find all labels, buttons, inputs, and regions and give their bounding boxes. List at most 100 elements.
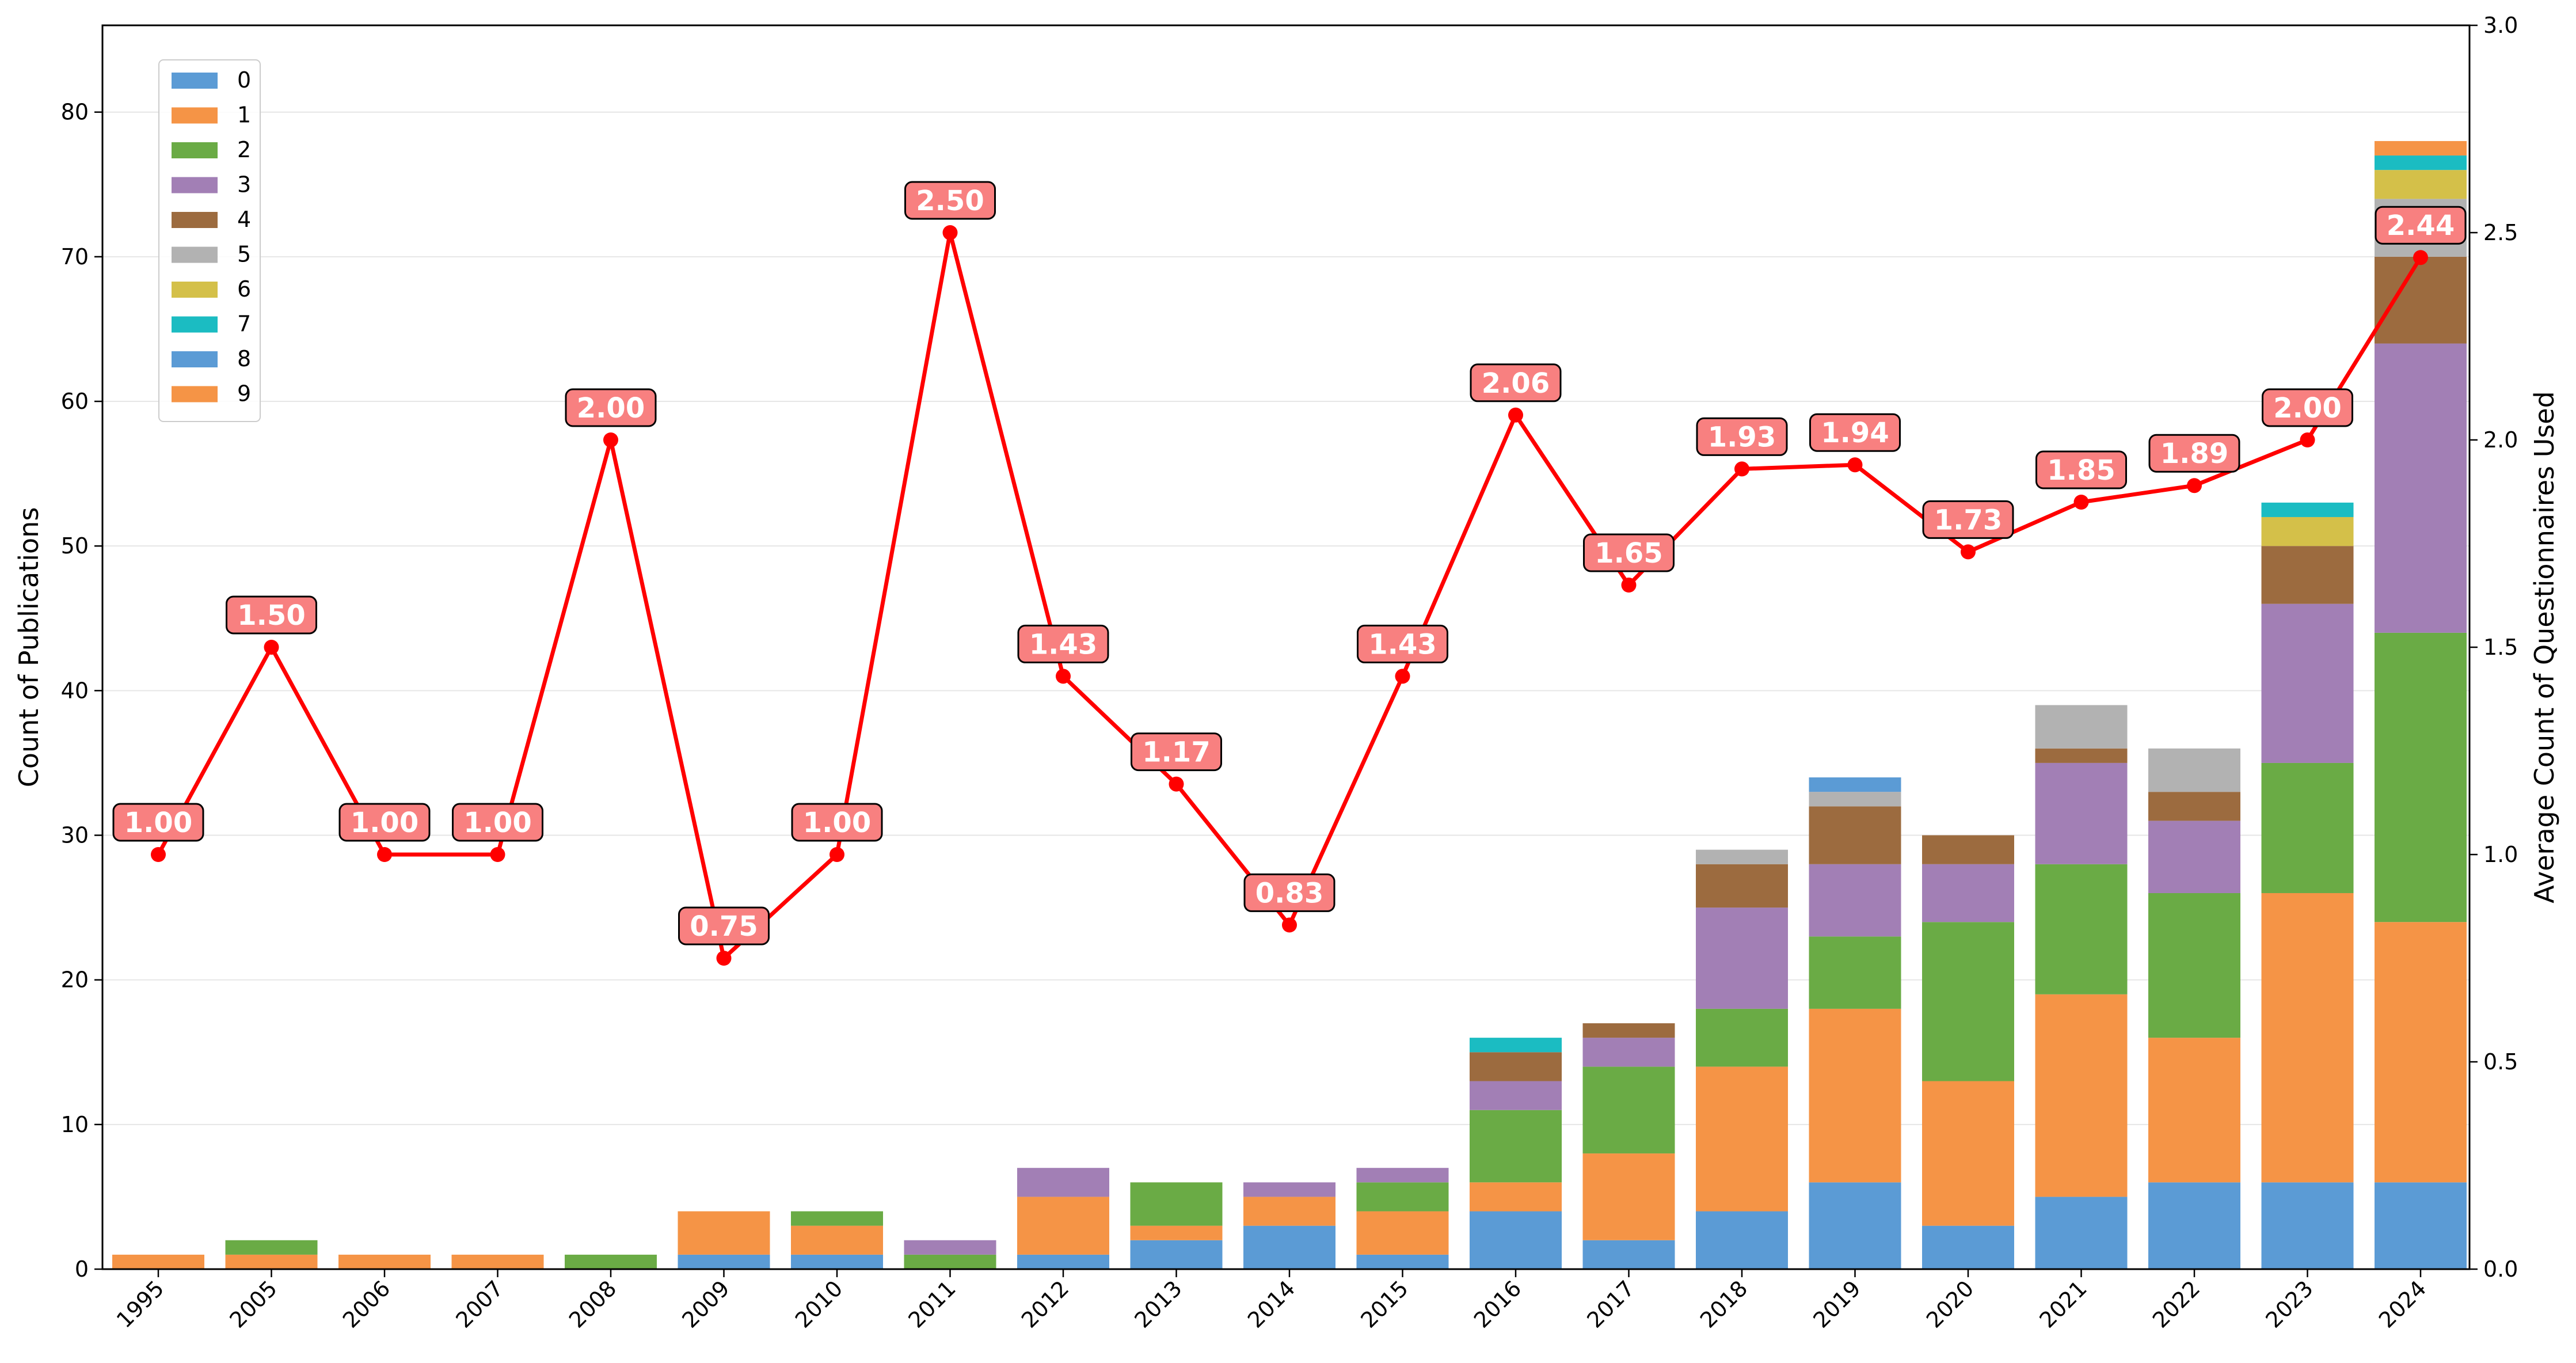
y-tick-label: 10 — [61, 1112, 89, 1137]
label-box — [1017, 624, 1109, 663]
average-data-label: 2.44 — [2375, 206, 2467, 245]
label-text: 0.75 — [690, 910, 758, 943]
label-text: 1.43 — [1029, 628, 1097, 660]
legend-swatch — [172, 316, 218, 333]
label-box — [2148, 434, 2240, 473]
bar-segment — [1017, 1197, 1109, 1255]
bar-segment — [2261, 546, 2354, 604]
average-point — [716, 951, 732, 966]
bar-segment — [1809, 777, 1901, 792]
legend-item: 2 — [172, 137, 251, 162]
legend-label: 1 — [237, 102, 251, 128]
label-box — [1809, 413, 1901, 452]
bar-segment — [1809, 806, 1901, 864]
label-box — [2262, 388, 2353, 427]
label-text: 1.00 — [803, 807, 871, 839]
bar-segment — [1922, 1081, 2014, 1226]
bar-segment — [451, 1254, 544, 1269]
legend-swatch — [172, 282, 218, 298]
legend-label: 6 — [237, 276, 251, 302]
legend-item: 1 — [172, 102, 251, 128]
bar-segment — [1696, 1211, 1788, 1269]
legend-swatch — [172, 142, 218, 158]
bar-segment — [1470, 1110, 1562, 1183]
label-box — [226, 595, 317, 635]
y-tick-label: 0 — [75, 1256, 89, 1282]
legend-label: 8 — [237, 346, 251, 371]
average-point — [603, 432, 618, 447]
average-data-label: 1.00 — [338, 803, 431, 842]
average-point — [1508, 407, 1523, 423]
average-point — [1169, 776, 1184, 792]
average-point — [942, 225, 958, 240]
y2-tick-label: 1.5 — [2483, 635, 2518, 660]
y-tick-label: 30 — [61, 823, 89, 848]
legend-item: 4 — [172, 207, 251, 232]
bar-segment — [225, 1254, 318, 1269]
bar-segment — [1809, 1182, 1901, 1269]
bar-segment — [2375, 170, 2467, 199]
y2-tick-label: 3.0 — [2483, 13, 2518, 38]
bar-segment — [791, 1211, 883, 1226]
legend-swatch — [172, 386, 218, 403]
label-box — [112, 803, 204, 842]
bar-segment — [1017, 1168, 1109, 1197]
bar-segment — [1696, 864, 1788, 908]
average-line — [151, 225, 2428, 966]
label-text: 1.65 — [1595, 537, 1662, 570]
label-box — [1131, 732, 1222, 772]
bar-segment — [1922, 922, 2014, 1081]
bar-segment — [2375, 155, 2467, 170]
average-point — [490, 847, 505, 862]
label-box — [1922, 500, 2014, 539]
y-tick-label: 70 — [61, 244, 89, 269]
bar-segment — [2035, 705, 2128, 749]
label-text: 1.73 — [1934, 504, 2002, 536]
bar-segment — [112, 1254, 204, 1269]
bar-segment — [2261, 517, 2354, 546]
bar-segment — [2261, 1182, 2354, 1269]
average-labels: 1.00 1.50 1.00 1.00 2.00 0.75 1.00 2.50 1.43 1.17… — [112, 181, 2467, 946]
bar-segment — [1582, 1153, 1675, 1240]
label-text: 2.00 — [2273, 392, 2341, 424]
legend-swatch — [172, 177, 218, 193]
label-text: 1.00 — [351, 807, 418, 839]
average-point — [1734, 461, 1749, 477]
average-data-label: 1.65 — [1583, 533, 1675, 572]
bar-segment — [1582, 1038, 1675, 1067]
legend-swatch — [172, 107, 218, 124]
label-text: 1.43 — [1368, 628, 1436, 660]
bar-segment — [2375, 343, 2467, 633]
label-text: 1.17 — [1142, 736, 1210, 769]
average-point — [377, 847, 392, 862]
y-tick-label: 80 — [61, 100, 89, 125]
bar-segment — [2375, 632, 2467, 922]
y2-tick-label: 0.5 — [2483, 1049, 2518, 1075]
average-data-label: 0.83 — [1243, 873, 1335, 912]
label-box — [678, 906, 770, 946]
y2-tick-label: 0.0 — [2483, 1256, 2518, 1282]
legend-swatch — [172, 246, 218, 263]
bar-segment — [1809, 1008, 1901, 1183]
bar-segment — [1356, 1254, 1449, 1269]
legend-label: 4 — [237, 207, 251, 232]
label-box — [452, 803, 543, 842]
bar-segment — [1356, 1182, 1449, 1212]
bar-segment — [1809, 792, 1901, 807]
bar-segment — [2035, 994, 2128, 1197]
bar-segment — [565, 1254, 657, 1269]
bar-segment — [2035, 748, 2128, 763]
legend-item: 7 — [172, 312, 251, 337]
average-point — [1056, 669, 1071, 684]
bar-segment — [1470, 1038, 1562, 1053]
bar-segment — [1696, 1066, 1788, 1212]
average-data-label: 2.00 — [565, 388, 657, 427]
label-text: 2.00 — [577, 392, 645, 424]
bar-segment — [1922, 835, 2014, 864]
bar-segment — [1922, 1225, 2014, 1269]
bar-segment — [1696, 908, 1788, 1009]
legend-item: 6 — [172, 276, 251, 302]
legend-label: 9 — [237, 381, 251, 407]
bar-segment — [2148, 1182, 2240, 1269]
average-data-label: 2.50 — [904, 181, 996, 220]
